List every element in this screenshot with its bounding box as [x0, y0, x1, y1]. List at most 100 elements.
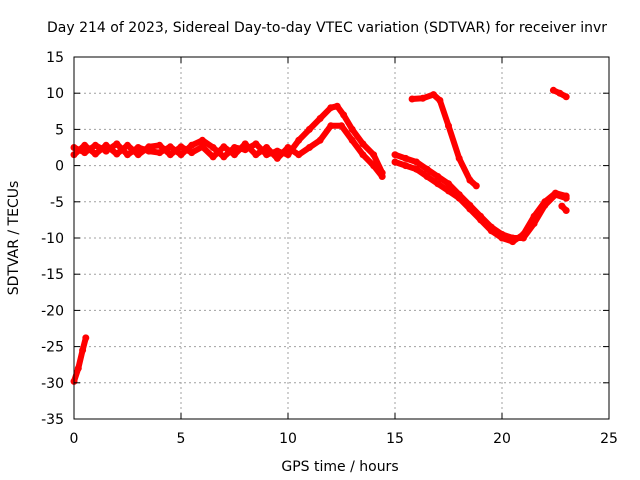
data-point	[430, 91, 437, 99]
data-point	[445, 122, 452, 130]
data-point	[327, 104, 335, 112]
data-point	[436, 96, 444, 104]
data-point	[359, 140, 367, 148]
data-point	[348, 136, 356, 144]
data-point	[209, 144, 217, 151]
data-point	[316, 136, 324, 144]
data-point	[391, 151, 399, 159]
data-point	[295, 151, 303, 159]
data-point	[562, 192, 570, 200]
data-point	[273, 154, 281, 162]
data-point	[198, 143, 206, 151]
series-track-c	[391, 151, 570, 242]
data-point	[113, 150, 121, 158]
data-point	[466, 205, 474, 213]
data-point	[434, 173, 442, 180]
x-tick-label: 10	[279, 431, 297, 447]
x-tick-label: 5	[177, 431, 186, 447]
y-tick-label: 15	[46, 50, 64, 66]
data-point	[91, 141, 99, 149]
data-point	[445, 180, 452, 188]
tick-marks: 15 10 5 0 -5 -10 -15 -20 -25 -30 -35 0 5 10 15 20 25	[41, 50, 618, 447]
data-point	[166, 143, 174, 151]
x-tick-label: 20	[493, 431, 511, 447]
series-track-f	[549, 86, 570, 101]
data-point	[231, 151, 238, 159]
data-point	[241, 140, 249, 148]
data-point	[340, 111, 348, 119]
data-point	[305, 144, 313, 151]
series-track-d	[391, 158, 570, 246]
data-point	[209, 153, 217, 161]
data-point	[74, 364, 82, 372]
data-point	[113, 140, 121, 148]
series-track-e	[408, 91, 480, 190]
data-point	[530, 212, 538, 220]
data-point	[252, 140, 260, 148]
chart-title: Day 214 of 2023, Sidereal Day-to-day VTE…	[47, 20, 607, 36]
data-point	[295, 136, 303, 144]
series-track-h	[70, 334, 90, 385]
data-point	[556, 89, 564, 97]
data-point	[124, 151, 131, 159]
data-point	[562, 93, 570, 101]
data-point	[549, 86, 557, 94]
data-point	[156, 149, 164, 157]
series-line	[71, 103, 386, 176]
data-point	[188, 141, 196, 149]
data-point	[220, 153, 228, 161]
y-tick-label: -15	[41, 267, 64, 283]
x-tick-label: 0	[70, 431, 79, 447]
y-axis-label: SDTVAR / TECUs	[6, 181, 22, 296]
x-tick-label: 15	[386, 431, 404, 447]
data-point	[370, 162, 378, 170]
data-point	[177, 151, 185, 159]
data-series	[70, 86, 570, 385]
series-line	[71, 334, 89, 385]
data-point	[177, 143, 185, 151]
data-point	[378, 173, 386, 180]
y-tick-label: -30	[41, 376, 64, 392]
data-point	[487, 227, 495, 235]
data-point	[402, 154, 410, 162]
data-point	[423, 165, 431, 173]
data-point	[91, 150, 99, 158]
data-point	[419, 94, 427, 102]
y-tick-label: -5	[50, 195, 64, 211]
data-point	[79, 346, 87, 354]
data-point	[102, 141, 110, 149]
data-point	[455, 194, 463, 202]
data-point	[541, 198, 549, 206]
data-point	[408, 95, 416, 103]
x-axis-label: GPS time / hours	[281, 459, 398, 475]
data-point	[263, 144, 271, 151]
data-point	[391, 158, 399, 166]
data-point	[498, 234, 506, 242]
data-point	[156, 141, 164, 149]
data-point	[562, 207, 570, 214]
data-point	[402, 162, 410, 170]
data-point	[252, 151, 260, 159]
y-tick-label: -25	[41, 340, 64, 356]
data-point	[434, 180, 442, 188]
data-point	[477, 216, 485, 224]
data-point	[558, 202, 566, 210]
data-point	[81, 149, 89, 157]
data-point	[412, 165, 420, 173]
series-line	[392, 151, 570, 241]
y-tick-label: -35	[41, 412, 64, 428]
series-track-b	[70, 122, 386, 180]
y-tick-label: 10	[46, 86, 64, 102]
data-point	[82, 334, 90, 342]
data-point	[412, 158, 420, 166]
y-tick-label: 0	[55, 159, 64, 175]
data-point	[333, 102, 341, 110]
data-point	[81, 141, 89, 149]
data-point	[509, 238, 517, 246]
data-point	[124, 141, 131, 149]
y-tick-label: -20	[41, 303, 64, 319]
data-point	[348, 125, 356, 133]
data-point	[370, 151, 378, 159]
y-tick-label: -10	[41, 231, 64, 247]
